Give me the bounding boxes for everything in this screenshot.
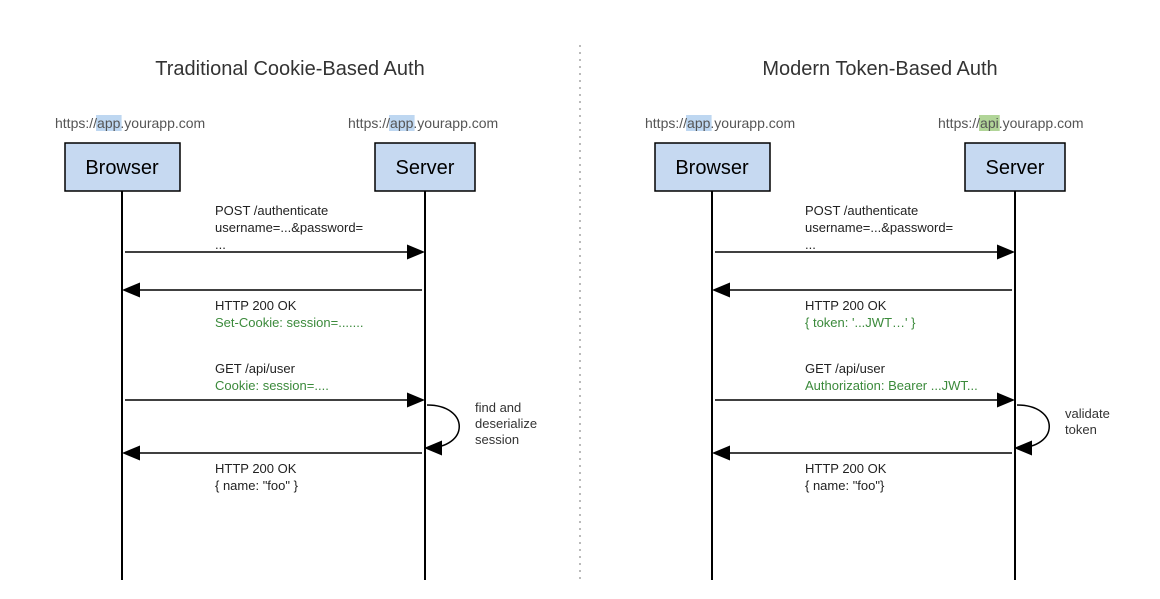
right-m2-l2: { token: '...JWT…' }	[805, 315, 916, 330]
left-m4-l2: { name: "foo" }	[215, 478, 299, 493]
left-loop-l2: deserialize	[475, 416, 537, 431]
left-title: Traditional Cookie-Based Auth	[155, 58, 424, 80]
right-server-label: Server	[986, 157, 1045, 179]
right-m2-l1: HTTP 200 OK	[805, 298, 887, 313]
right-server-url: https://api.yourapp.com	[938, 115, 1084, 131]
right-loop-l1: validate	[1065, 406, 1110, 421]
right-m1-l1: POST /authenticate	[805, 203, 918, 218]
left-panel: Traditional Cookie-Based Auth https://ap…	[55, 58, 537, 580]
left-m1-l1: POST /authenticate	[215, 203, 328, 218]
left-browser-url: https://app.yourapp.com	[55, 115, 205, 131]
left-self-loop	[427, 405, 459, 448]
left-m3-l2: Cookie: session=....	[215, 378, 329, 393]
left-loop-l3: session	[475, 432, 519, 447]
right-browser-url: https://app.yourapp.com	[645, 115, 795, 131]
left-m3-l1: GET /api/user	[215, 361, 296, 376]
right-m3-l1: GET /api/user	[805, 361, 886, 376]
right-title: Modern Token-Based Auth	[762, 58, 997, 80]
sequence-diagram-comparison: Traditional Cookie-Based Auth https://ap…	[0, 0, 1160, 599]
left-m1-l2: username=...&password=	[215, 220, 363, 235]
right-self-loop	[1017, 405, 1049, 448]
right-browser-label: Browser	[675, 157, 749, 179]
right-m3-l2: Authorization: Bearer ...JWT...	[805, 378, 978, 393]
left-m2-l2: Set-Cookie: session=.......	[215, 315, 363, 330]
left-m1-l3: ...	[215, 237, 226, 252]
right-loop-l2: token	[1065, 422, 1097, 437]
left-loop-l1: find and	[475, 400, 521, 415]
right-m4-l2: { name: "foo"}	[805, 478, 885, 493]
right-panel: Modern Token-Based Auth https://app.your…	[645, 58, 1110, 580]
left-server-url-hl: app	[390, 115, 414, 131]
left-browser-url-hl: app	[97, 115, 121, 131]
left-m2-l1: HTTP 200 OK	[215, 298, 297, 313]
right-m1-l2: username=...&password=	[805, 220, 953, 235]
right-m1-l3: ...	[805, 237, 816, 252]
left-browser-label: Browser	[85, 157, 159, 179]
right-browser-url-hl: app	[687, 115, 711, 131]
left-server-url: https://app.yourapp.com	[348, 115, 498, 131]
left-m4-l1: HTTP 200 OK	[215, 461, 297, 476]
right-server-url-hl: api	[980, 115, 999, 131]
left-server-label: Server	[396, 157, 455, 179]
right-m4-l1: HTTP 200 OK	[805, 461, 887, 476]
